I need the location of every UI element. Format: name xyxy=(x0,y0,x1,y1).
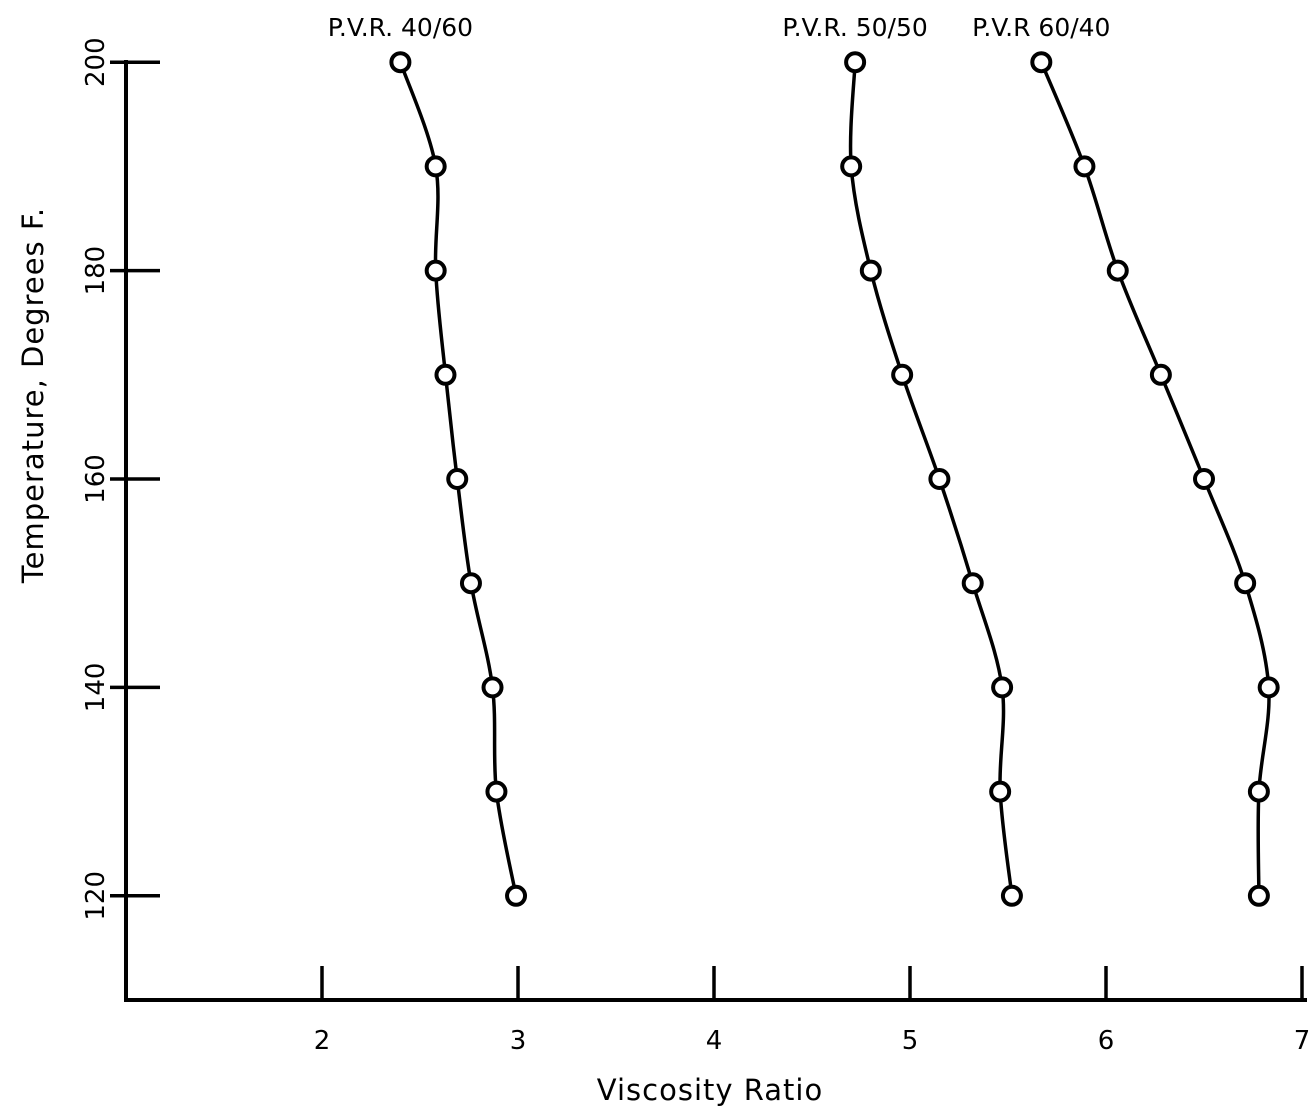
data-point xyxy=(1000,884,1023,907)
data-point xyxy=(1106,259,1129,282)
data-point xyxy=(389,51,412,74)
x-tick-label: 5 xyxy=(902,1026,919,1056)
data-point xyxy=(424,155,447,178)
x-ticks: 2 3 4 5 6 7 xyxy=(314,966,1309,1056)
data-point xyxy=(844,51,867,74)
data-point xyxy=(1247,780,1270,803)
data-point xyxy=(459,572,482,595)
data-point xyxy=(1149,363,1172,386)
data-point xyxy=(840,155,863,178)
x-tick-label: 3 xyxy=(510,1026,527,1056)
data-point xyxy=(481,676,504,699)
data-point xyxy=(485,780,508,803)
data-point xyxy=(1257,676,1280,699)
data-point xyxy=(505,884,528,907)
data-point xyxy=(424,259,447,282)
y-tick-label: 140 xyxy=(81,663,111,713)
y-ticks: 120 140 160 180 200 xyxy=(81,37,160,921)
series-label: P.V.R. 40/60 xyxy=(328,13,473,42)
x-tick-label: 2 xyxy=(314,1026,331,1056)
data-point xyxy=(928,468,951,490)
series-label: P.V.R. 50/50 xyxy=(782,13,927,42)
x-tick-label: 7 xyxy=(1294,1026,1309,1056)
data-point xyxy=(1234,572,1257,595)
x-tick-label: 4 xyxy=(706,1026,723,1056)
markers xyxy=(389,51,1280,907)
data-point xyxy=(989,780,1012,803)
y-tick-label: 200 xyxy=(81,37,111,87)
curves xyxy=(398,60,1271,898)
x-axis-title: Viscosity Ratio xyxy=(597,1073,823,1107)
axes xyxy=(124,60,1307,1002)
data-point xyxy=(891,363,914,386)
series-label: P.V.R 60/40 xyxy=(972,13,1110,42)
data-point xyxy=(1247,884,1270,907)
series-labels: P.V.R. 40/60 P.V.R. 50/50 P.V.R 60/40 xyxy=(328,13,1111,42)
data-point xyxy=(1193,468,1215,490)
y-axis-title: Temperature, Degrees F. xyxy=(16,207,50,584)
y-tick-label: 160 xyxy=(81,454,111,504)
data-point xyxy=(961,572,984,595)
series-line xyxy=(1039,60,1271,898)
x-tick-label: 6 xyxy=(1098,1026,1115,1056)
data-point xyxy=(1030,51,1053,74)
data-point xyxy=(859,259,882,282)
data-point xyxy=(1073,155,1096,178)
data-point xyxy=(446,468,469,490)
data-point xyxy=(991,676,1014,699)
y-tick-label: 120 xyxy=(81,871,111,921)
data-point xyxy=(434,363,457,386)
y-tick-label: 180 xyxy=(81,246,111,296)
